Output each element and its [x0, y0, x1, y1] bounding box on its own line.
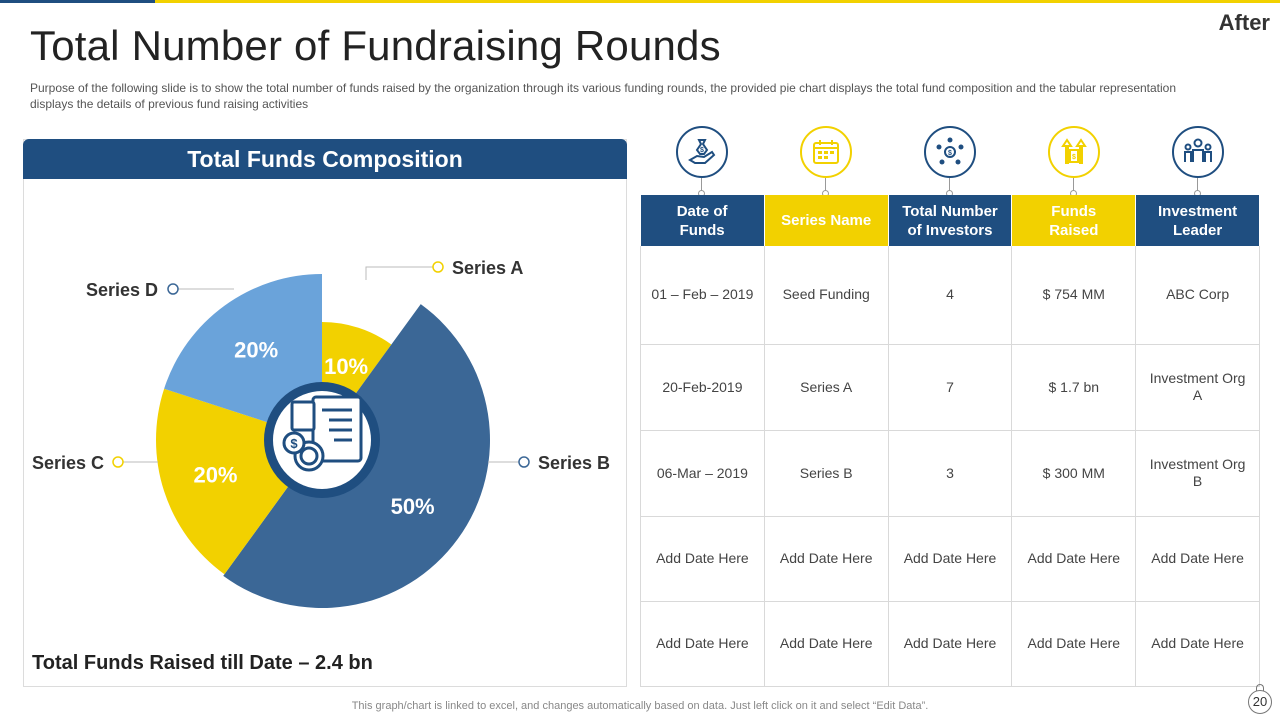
table-cell: Investment Org B [1135, 430, 1260, 517]
calendar-icon [800, 126, 852, 178]
page-number: 20 [1248, 690, 1272, 714]
series-label: Series C [32, 453, 104, 473]
table-row: Add Date Here Add Date Here Add Date Her… [640, 516, 1260, 602]
svg-text:$: $ [948, 150, 952, 157]
icon-cell-date: $ [640, 120, 764, 197]
table-cell: Investment Org A [1135, 344, 1260, 431]
column-header-date: Date of Funds [640, 195, 765, 246]
table-cell: Add Date Here [764, 516, 889, 602]
svg-text:$: $ [700, 147, 704, 154]
funds-growth-icon: $ [1048, 126, 1100, 178]
series-label: Series D [86, 280, 158, 300]
top-accent-bar-yellow [155, 0, 1280, 3]
column-header-investors: Total Number of Investors [888, 195, 1013, 246]
table-cell: 7 [888, 344, 1013, 431]
icon-connector [949, 178, 950, 192]
slice-series-d[interactable] [164, 274, 322, 423]
svg-text:$: $ [1072, 154, 1076, 161]
column-header-funds-raised: Funds Raised [1011, 195, 1137, 246]
table-header-icons: $ $ [640, 120, 1260, 197]
page-bag-knot [1256, 684, 1264, 691]
table-cell: Seed Funding [764, 246, 889, 345]
series-marker [518, 456, 530, 468]
icon-cell-series [764, 120, 888, 197]
table-cell: Add Date Here [764, 601, 889, 687]
table-cell: Add Date Here [1011, 601, 1137, 687]
slice-value-label: 10% [324, 354, 368, 379]
table-row: 20-Feb-2019 Series A 7 $ 1.7 bn Investme… [640, 344, 1260, 431]
slice-percentage-labels: 10% 50% 20% 20% [193, 337, 434, 518]
donut-slices [156, 274, 490, 608]
icon-connector [825, 178, 826, 192]
table-cell: Add Date Here [1135, 516, 1260, 602]
total-funds-text: Total Funds Raised till Date – 2.4 bn [32, 652, 373, 674]
investors-network-icon: $ [924, 126, 976, 178]
icon-connector [1073, 178, 1074, 192]
table-cell: $ 300 MM [1011, 430, 1137, 517]
series-label: Series B [538, 453, 610, 473]
slice-series-a[interactable] [322, 322, 392, 395]
column-header-series-name: Series Name [764, 195, 889, 246]
page-subtitle: Purpose of the following slide is to sho… [30, 81, 1177, 111]
table-cell: Series B [764, 430, 889, 517]
report-dollar-icon: $ [282, 395, 363, 472]
table-row: Add Date Here Add Date Here Add Date Her… [640, 601, 1260, 687]
panel-header: Total Funds Composition [23, 139, 627, 179]
table-row: 06-Mar – 2019 Series B 3 $ 300 MM Invest… [640, 430, 1260, 517]
series-marker [167, 283, 179, 295]
icon-connector [1197, 178, 1198, 192]
icon-connector [701, 178, 702, 192]
series-leader-line [365, 266, 438, 280]
page-title: Total Number of Fundraising Rounds [30, 22, 721, 69]
icon-cell-leader [1136, 120, 1260, 197]
corner-label: After [1218, 10, 1270, 35]
table-cell: 3 [888, 430, 1013, 517]
series-labels: Series A Series B Series C Series D [32, 258, 610, 473]
slice-value-label: 20% [234, 337, 278, 362]
slice-series-c[interactable] [156, 388, 290, 575]
table-cell: $ 1.7 bn [1011, 344, 1137, 431]
column-header-investment-leader: Investment Leader [1135, 195, 1260, 246]
svg-text:$: $ [290, 436, 298, 451]
slice-series-b[interactable] [223, 304, 490, 608]
funding-rounds-table: Date of Funds Series Name Total Number of … [640, 195, 1260, 687]
table-cell: $ 754 MM [1011, 246, 1137, 345]
money-hand-icon: $ [676, 126, 728, 178]
table-cell: 06-Mar – 2019 [640, 430, 765, 517]
series-marker [112, 456, 124, 468]
table-cell: Add Date Here [640, 601, 765, 687]
table-row: 01 – Feb – 2019 Seed Funding 4 $ 754 MM … [640, 246, 1260, 345]
table-header-row: Date of Funds Series Name Total Number of … [640, 195, 1260, 246]
table-cell: Add Date Here [1011, 516, 1137, 602]
table-cell: Series A [764, 344, 889, 431]
series-marker [432, 261, 444, 273]
icon-cell-funds: $ [1012, 120, 1136, 197]
table-cell: Add Date Here [888, 516, 1013, 602]
table-cell: Add Date Here [640, 516, 765, 602]
table-cell: Add Date Here [888, 601, 1013, 687]
footer-note: This graph/chart is linked to excel, and… [351, 700, 929, 712]
series-label: Series A [452, 258, 523, 278]
table-cell: 4 [888, 246, 1013, 345]
table-cell: ABC Corp [1135, 246, 1260, 345]
slice-value-label: 50% [391, 494, 435, 519]
table-cell: 01 – Feb – 2019 [640, 246, 765, 345]
table-cell: 20-Feb-2019 [640, 344, 765, 431]
leader-group-icon [1172, 126, 1224, 178]
icon-cell-investors: $ [888, 120, 1012, 197]
top-accent-bar-blue [0, 0, 155, 3]
table-cell: Add Date Here [1135, 601, 1260, 687]
slice-value-label: 20% [193, 463, 237, 488]
